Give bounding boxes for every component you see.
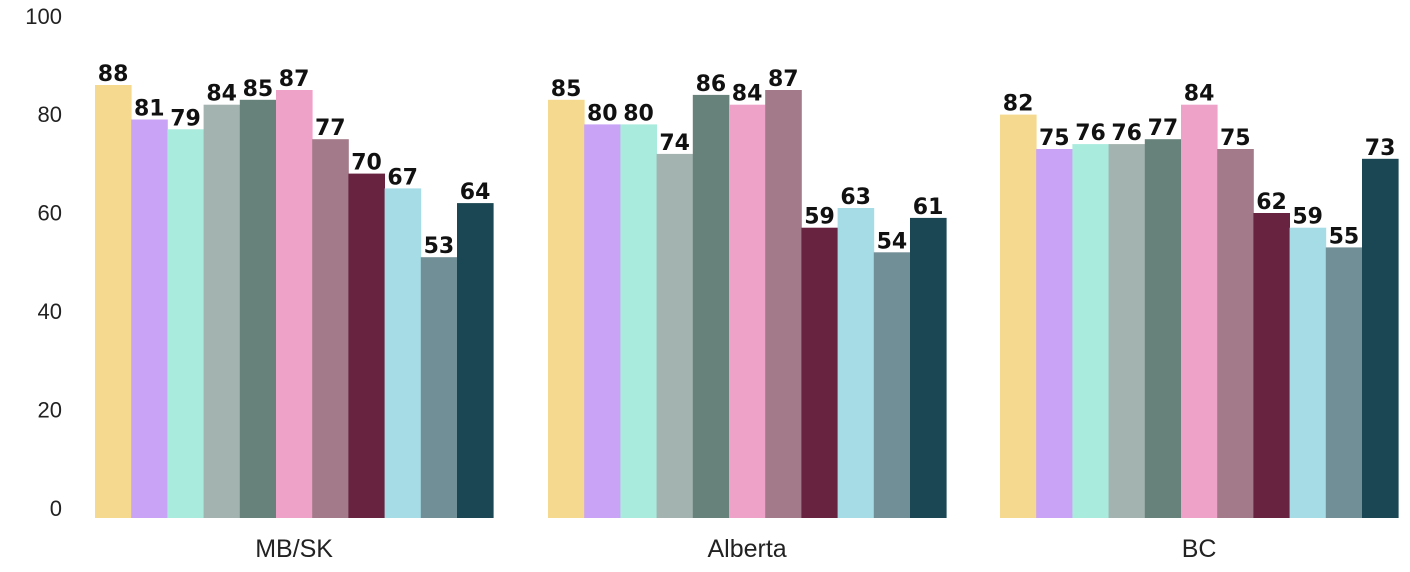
y-tick-label: 100 (25, 4, 62, 29)
data-label: 87 (279, 67, 310, 92)
bar (620, 124, 657, 519)
y-tick-label: 60 (38, 201, 62, 226)
bar (457, 203, 494, 518)
bar (384, 188, 422, 518)
bar (656, 153, 694, 518)
bar (1181, 104, 1218, 518)
data-label: 86 (696, 72, 727, 97)
data-label: 85 (551, 77, 582, 102)
bar (167, 129, 204, 519)
bar (801, 227, 838, 518)
bar (95, 85, 132, 518)
x-axis: MB/SK Alberta BC (255, 535, 1216, 563)
bar (729, 104, 766, 518)
bar (1036, 149, 1073, 518)
bar (203, 104, 241, 518)
data-label: 80 (623, 101, 654, 126)
category-label: Alberta (707, 535, 786, 563)
bar (548, 99, 585, 519)
bar (276, 90, 313, 518)
bar (420, 257, 458, 518)
bar (1108, 144, 1146, 518)
data-label: 64 (460, 180, 491, 205)
data-label: 59 (804, 205, 835, 230)
bar (765, 90, 802, 518)
bar (1217, 149, 1254, 518)
data-label: 84 (732, 82, 763, 107)
data-label: 82 (1003, 92, 1034, 117)
data-label: 74 (659, 131, 690, 156)
data-label: 61 (913, 195, 944, 220)
bar (131, 119, 168, 518)
data-label: 77 (315, 116, 346, 141)
data-label: 77 (1148, 116, 1179, 141)
bar (692, 94, 730, 519)
data-label: 67 (387, 165, 418, 190)
data-label: 54 (877, 229, 908, 254)
data-label: 73 (1365, 136, 1396, 161)
data-label: 84 (206, 82, 237, 107)
bar (584, 124, 621, 519)
bar (1289, 227, 1327, 518)
data-label: 62 (1256, 190, 1287, 215)
bar (1072, 144, 1109, 518)
y-tick-label: 0 (50, 496, 62, 521)
data-label: 80 (587, 101, 618, 126)
bar (1000, 114, 1037, 518)
category-label: MB/SK (255, 535, 333, 563)
bar (348, 173, 385, 518)
y-tick-label: 40 (38, 299, 62, 324)
data-label: 84 (1184, 82, 1215, 107)
y-tick-label: 80 (38, 102, 62, 127)
bar (312, 139, 349, 518)
data-label: 87 (768, 67, 799, 92)
data-label: 55 (1329, 224, 1360, 249)
data-label: 76 (1111, 121, 1142, 146)
data-label: 63 (840, 185, 871, 210)
category-label: BC (1182, 535, 1217, 563)
y-axis: 0 20 40 60 80 100 (25, 4, 62, 521)
bar (1362, 158, 1399, 519)
data-label: 75 (1220, 126, 1251, 151)
y-tick-label: 20 (38, 397, 62, 422)
data-label: 76 (1075, 121, 1106, 146)
bar (910, 217, 947, 518)
data-label: 75 (1039, 126, 1070, 151)
data-label: 85 (243, 77, 274, 102)
bar (1253, 213, 1290, 518)
bar (837, 208, 875, 518)
data-label: 53 (424, 234, 455, 259)
bar (1144, 139, 1182, 518)
bar (873, 252, 911, 519)
data-label: 70 (351, 151, 382, 176)
data-label: 88 (98, 62, 129, 87)
data-label: 81 (134, 97, 165, 122)
bar (239, 99, 277, 519)
bar (1325, 247, 1363, 518)
data-label: 59 (1292, 205, 1323, 230)
data-label: 79 (170, 106, 201, 131)
